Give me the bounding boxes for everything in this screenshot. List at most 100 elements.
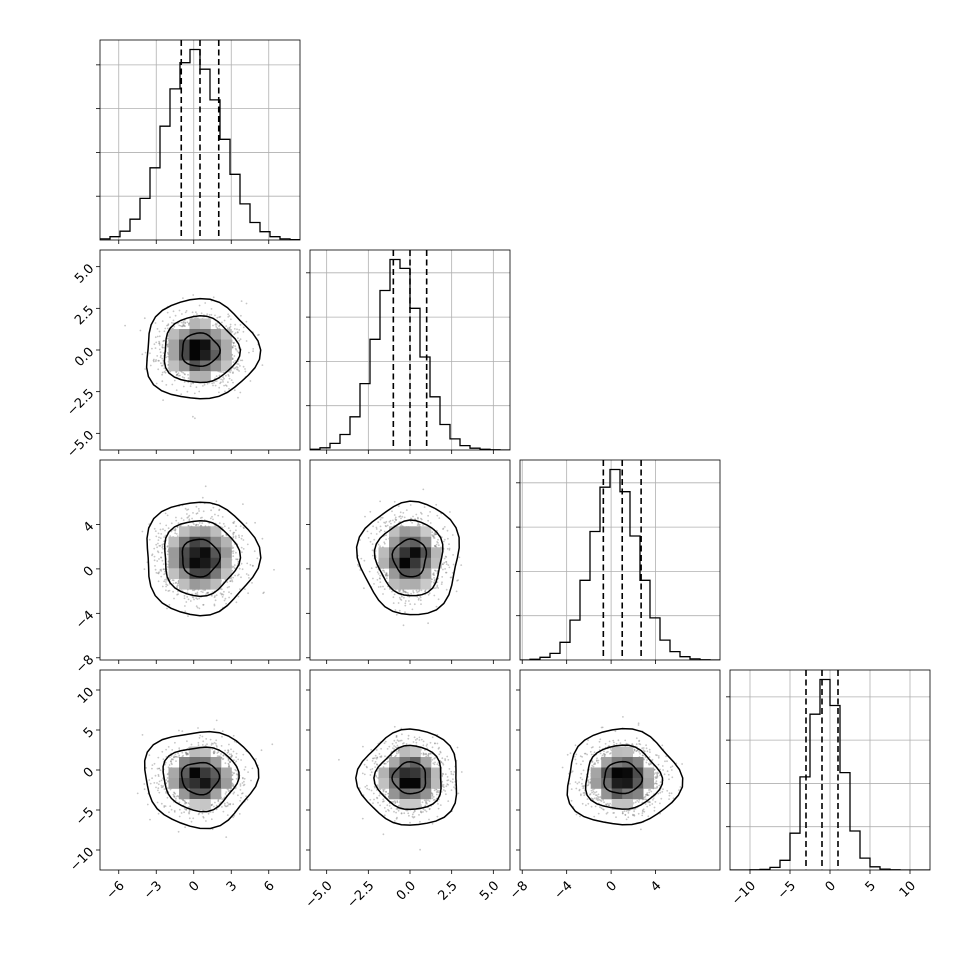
scatter-point	[649, 751, 651, 753]
scatter-point	[422, 524, 424, 526]
scatter-point	[246, 543, 249, 546]
scatter-point	[373, 798, 375, 801]
scatter-point	[158, 571, 161, 574]
scatter-point	[612, 739, 615, 742]
scatter-point	[388, 520, 391, 523]
scatter-point	[215, 324, 218, 326]
scatter-point	[154, 774, 157, 777]
y-tick-label: 10	[75, 685, 97, 707]
density-cell	[389, 757, 400, 768]
scatter-point	[178, 309, 181, 312]
scatter-point	[450, 789, 453, 791]
scatter-point	[192, 294, 195, 296]
scatter-point	[204, 589, 206, 591]
scatter-point	[429, 752, 432, 755]
scatter-point	[424, 804, 427, 807]
scatter-point	[575, 787, 578, 790]
scatter-point	[601, 754, 604, 757]
scatter-point	[357, 563, 359, 566]
scatter-point	[232, 792, 235, 795]
scatter-point	[382, 833, 385, 836]
scatter-point	[393, 593, 396, 596]
scatter-point	[647, 801, 650, 804]
scatter-point	[238, 567, 241, 570]
scatter-point	[219, 315, 222, 318]
scatter-point	[191, 595, 194, 598]
scatter-point	[451, 534, 454, 536]
density-cell	[611, 788, 623, 800]
scatter-point	[186, 509, 188, 511]
scatter-point	[434, 569, 437, 572]
scatter-point	[235, 760, 238, 763]
scatter-point	[648, 791, 651, 794]
scatter-point	[434, 531, 436, 534]
scatter-point	[161, 559, 164, 562]
scatter-point	[666, 789, 669, 792]
scatter-point	[179, 524, 182, 527]
scatter-point	[213, 382, 215, 384]
scatter-point	[220, 753, 222, 755]
scatter-point	[660, 797, 663, 800]
scatter-point	[415, 513, 418, 516]
scatter-point	[646, 794, 649, 796]
scatter-point	[613, 812, 615, 814]
scatter-point	[602, 752, 605, 755]
scatter-point	[234, 360, 237, 362]
scatter-point	[182, 799, 185, 801]
scatter-point	[158, 780, 161, 783]
scatter-point	[206, 592, 208, 594]
scatter-point	[413, 736, 416, 739]
scatter-point	[220, 381, 222, 384]
scatter-point	[420, 811, 422, 813]
scatter-point	[213, 752, 215, 755]
scatter-point	[220, 588, 223, 591]
density-cell	[189, 746, 201, 758]
scatter-point	[212, 742, 214, 745]
scatter-point	[445, 561, 448, 563]
scatter-point	[378, 794, 381, 797]
scatter-point	[218, 391, 220, 394]
scatter-point	[167, 346, 169, 348]
scatter-point	[234, 574, 237, 577]
scatter-point	[635, 750, 638, 752]
scatter-point	[154, 336, 157, 339]
scatter-point	[393, 820, 396, 822]
scatter-point	[402, 742, 404, 745]
scatter-point	[357, 565, 360, 567]
density-cell	[168, 360, 180, 372]
scatter-point	[446, 755, 449, 758]
scatter-point	[227, 527, 230, 529]
density-cell	[221, 350, 232, 361]
scatter-point	[418, 739, 421, 741]
scatter-point	[402, 591, 405, 593]
scatter-point	[407, 737, 410, 740]
scatter-point	[671, 776, 674, 779]
scatter-point	[590, 760, 593, 763]
scatter-point	[245, 320, 248, 323]
scatter-point	[156, 335, 159, 338]
scatter-point	[435, 788, 437, 791]
scatter-point	[233, 791, 236, 794]
scatter-point	[602, 799, 605, 801]
scatter-point	[602, 808, 604, 811]
scatter-point	[645, 747, 648, 750]
scatter-point	[161, 344, 164, 346]
scatter-point	[395, 519, 397, 522]
scatter-point	[427, 622, 429, 625]
scatter-point	[166, 344, 169, 347]
y-tick-label: 2.5	[72, 303, 97, 328]
scatter-point	[460, 564, 463, 566]
scatter-point	[666, 770, 669, 773]
scatter-point	[188, 514, 191, 517]
scatter-point	[174, 755, 177, 758]
scatter-point	[609, 752, 611, 755]
density-cell	[200, 536, 211, 548]
scatter-point	[154, 347, 157, 349]
scatter-point	[253, 550, 256, 553]
scatter-point	[445, 588, 448, 591]
density-cell	[210, 547, 222, 559]
scatter-point	[581, 756, 583, 758]
scatter-point	[157, 756, 160, 759]
scatter-point	[227, 762, 230, 765]
scatter-point	[420, 810, 422, 813]
